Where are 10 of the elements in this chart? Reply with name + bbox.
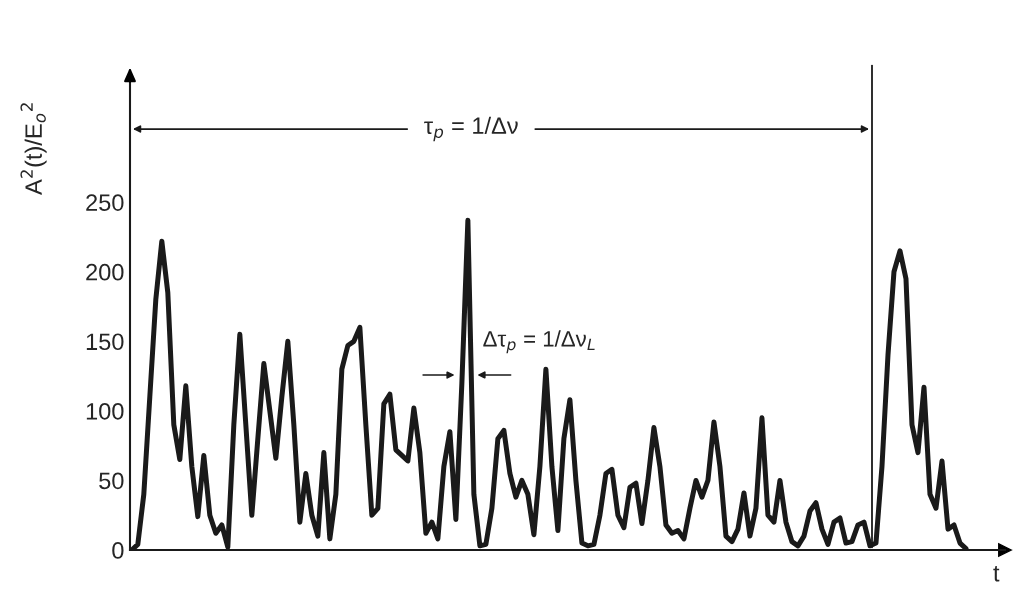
y-tick-label: 200	[86, 263, 124, 281]
y-tick-label: 0	[112, 542, 124, 559]
annotation: τ$_{p}$ = 1/Δν	[424, 116, 518, 142]
y-tick-label: 250	[86, 194, 124, 211]
y-tick-label: 50	[99, 472, 124, 490]
y-axis-title: A$^{2}$(t)/E$_{o}$$^{2}$	[20, 103, 47, 196]
x-axis-title: t	[993, 566, 1000, 582]
annotation: Δτ$_{p}$ = 1/Δν$_{L}$	[483, 330, 595, 354]
y-tick-label: 150	[86, 333, 124, 351]
y-tick-label: 100	[86, 402, 124, 420]
